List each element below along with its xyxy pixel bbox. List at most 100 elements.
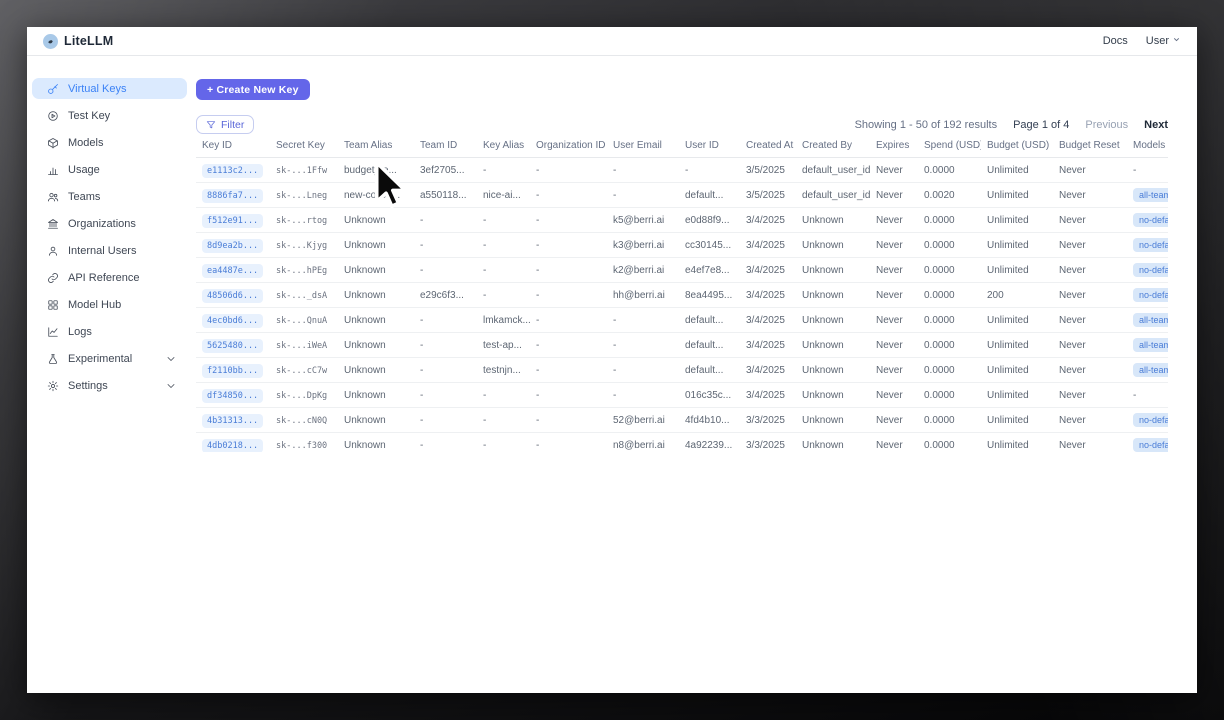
- play-circle-icon: [47, 110, 59, 122]
- key-id-chip[interactable]: 5625480...: [202, 338, 264, 353]
- key-id-chip[interactable]: e1113c2...: [202, 163, 264, 178]
- sidebar-item-teams[interactable]: Teams: [32, 186, 187, 207]
- table-row[interactable]: f2110bb... sk-...cC7w Unknown - testnjn... - -…: [196, 357, 1168, 383]
- table-cell: -: [414, 382, 477, 408]
- key-id-chip[interactable]: ea4487e...: [202, 263, 264, 278]
- table-row[interactable]: 5625480... sk-...iWeA Unknown - test-ap... - -…: [196, 332, 1168, 358]
- app-logo[interactable]: LiteLLM: [43, 33, 113, 49]
- key-id-chip[interactable]: 4b31313...: [202, 413, 264, 428]
- table-row[interactable]: 4b31313... sk-...cN0Q Unknown - - -52@berri.a…: [196, 407, 1168, 433]
- sidebar-item-internal-users[interactable]: Internal Users: [32, 240, 187, 261]
- table-cell: -: [414, 257, 477, 283]
- key-id-chip[interactable]: df34850...: [202, 388, 264, 403]
- sidebar-item-usage[interactable]: Usage: [32, 159, 187, 180]
- line-chart-icon: [47, 326, 59, 338]
- table-cell: all-team-models: [1127, 182, 1168, 208]
- table-cell: Never: [1053, 307, 1127, 333]
- table-cell: 3/5/2025: [740, 182, 796, 208]
- table-cell: -: [477, 382, 530, 408]
- key-id-chip[interactable]: 4ec0bd6...: [202, 313, 264, 328]
- sidebar-item-experimental[interactable]: Experimental: [32, 348, 187, 369]
- chevron-down-icon: [1172, 35, 1181, 47]
- table-cell: 0.0000: [918, 432, 981, 452]
- table-cell: Never: [1053, 207, 1127, 233]
- key-id-chip[interactable]: 8d9ea2b...: [202, 238, 264, 253]
- secret-key-value: sk-...iWeA: [276, 340, 328, 351]
- table-cell: 48506d6...: [196, 282, 270, 308]
- key-id-chip[interactable]: 8886fa7...: [202, 188, 264, 203]
- chevron-down-icon: [165, 380, 177, 392]
- key-id-chip[interactable]: 48506d6...: [202, 288, 264, 303]
- keys-table-container[interactable]: Key ID Secret Key Team Alias Team ID Key Ali…: [196, 140, 1168, 452]
- table-cell: k3@berri.ai: [607, 232, 679, 258]
- previous-page-button[interactable]: Previous: [1085, 118, 1129, 131]
- sidebar-item-logs[interactable]: Logs: [32, 321, 187, 342]
- key-id-chip[interactable]: 4db0218...: [202, 438, 264, 452]
- sidebar-item-virtual-keys[interactable]: Virtual Keys: [32, 78, 187, 99]
- sidebar-item-label: Experimental: [68, 352, 133, 365]
- table-cell: Unknown: [338, 382, 414, 408]
- table-cell: 3/4/2025: [740, 232, 796, 258]
- table-row[interactable]: df34850... sk-...DpKg Unknown - - - -016c35c..…: [196, 382, 1168, 408]
- docs-link[interactable]: Docs: [1102, 35, 1128, 47]
- table-cell: 0.0000: [918, 307, 981, 333]
- table-row[interactable]: e1113c2... sk-...1Ffw budget_te... 3ef2705.…: [196, 157, 1168, 183]
- next-page-button[interactable]: Next: [1144, 118, 1168, 131]
- table-row[interactable]: ea4487e... sk-...hPEg Unknown - - - k2@berri.a…: [196, 257, 1168, 283]
- box-icon: [47, 137, 59, 149]
- table-row[interactable]: 48506d6... sk-..._dsA Unknown e29c6f3... - - h…: [196, 282, 1168, 308]
- table-cell: Never: [870, 382, 918, 408]
- top-navbar: LiteLLM Docs User: [27, 27, 1197, 56]
- user-icon: [47, 245, 59, 257]
- table-cell: -: [679, 157, 740, 183]
- table-cell: 4ec0bd6...: [196, 307, 270, 333]
- table-row[interactable]: 4ec0bd6... sk-...QnuA Unknown - lmkamck... - -…: [196, 307, 1168, 333]
- table-cell: Unlimited: [981, 432, 1053, 452]
- table-cell: f2110bb...: [196, 357, 270, 383]
- table-row[interactable]: f512e91... sk-...rtog Unknown - - - k5@berri.a…: [196, 207, 1168, 233]
- table-cell: -: [414, 357, 477, 383]
- table-cell: 0.0020: [918, 182, 981, 208]
- key-id-chip[interactable]: f2110bb...: [202, 363, 264, 378]
- user-menu[interactable]: User: [1146, 35, 1181, 47]
- create-new-key-button[interactable]: + Create New Key: [196, 79, 310, 100]
- secret-key-value: sk-...rtog: [276, 215, 328, 226]
- table-cell: Never: [1053, 182, 1127, 208]
- table-row[interactable]: 8886fa7... sk-...Lneg new-collou... a550118…: [196, 182, 1168, 208]
- table-cell: -: [414, 332, 477, 358]
- secret-key-value: sk-...Kjyg: [276, 240, 328, 251]
- table-cell: 3/3/2025: [740, 432, 796, 452]
- table-cell: 200: [981, 282, 1053, 308]
- table-cell: -: [530, 182, 607, 208]
- sidebar-item-test-key[interactable]: Test Key: [32, 105, 187, 126]
- table-cell: 3/4/2025: [740, 382, 796, 408]
- sidebar-item-label: Models: [68, 136, 104, 149]
- column-header: Created By: [796, 140, 870, 158]
- table-cell: f512e91...: [196, 207, 270, 233]
- table-cell: Unknown: [338, 432, 414, 452]
- table-cell: no-default-models: [1127, 232, 1168, 258]
- key-id-chip[interactable]: f512e91...: [202, 213, 264, 228]
- table-cell: 0.0000: [918, 157, 981, 183]
- models-badge: no-default-models: [1133, 288, 1168, 302]
- sidebar-item-label: Teams: [68, 190, 101, 203]
- table-row[interactable]: 4db0218... sk-...f300 Unknown - - - n8@berri.a…: [196, 432, 1168, 452]
- table-cell: 3/4/2025: [740, 307, 796, 333]
- table-row[interactable]: 8d9ea2b... sk-...Kjyg Unknown - - - k3@berri.a…: [196, 232, 1168, 258]
- table-cell: -: [530, 407, 607, 433]
- table-cell: Never: [870, 407, 918, 433]
- sidebar-item-api-reference[interactable]: API Reference: [32, 267, 187, 288]
- sidebar-item-model-hub[interactable]: Model Hub: [32, 294, 187, 315]
- sidebar-item-settings[interactable]: Settings: [32, 375, 187, 396]
- table-cell: Never: [870, 282, 918, 308]
- table-cell: Never: [870, 232, 918, 258]
- sidebar-item-organizations[interactable]: Organizations: [32, 213, 187, 234]
- table-cell: 0.0000: [918, 207, 981, 233]
- table-cell: 3ef2705...: [414, 157, 477, 183]
- table-cell: -: [1127, 382, 1168, 408]
- filter-button[interactable]: Filter: [196, 115, 255, 134]
- table-cell: Unlimited: [981, 407, 1053, 433]
- user-menu-label: User: [1145, 35, 1169, 47]
- table-cell: Unknown: [796, 307, 870, 333]
- sidebar-item-models[interactable]: Models: [32, 132, 187, 153]
